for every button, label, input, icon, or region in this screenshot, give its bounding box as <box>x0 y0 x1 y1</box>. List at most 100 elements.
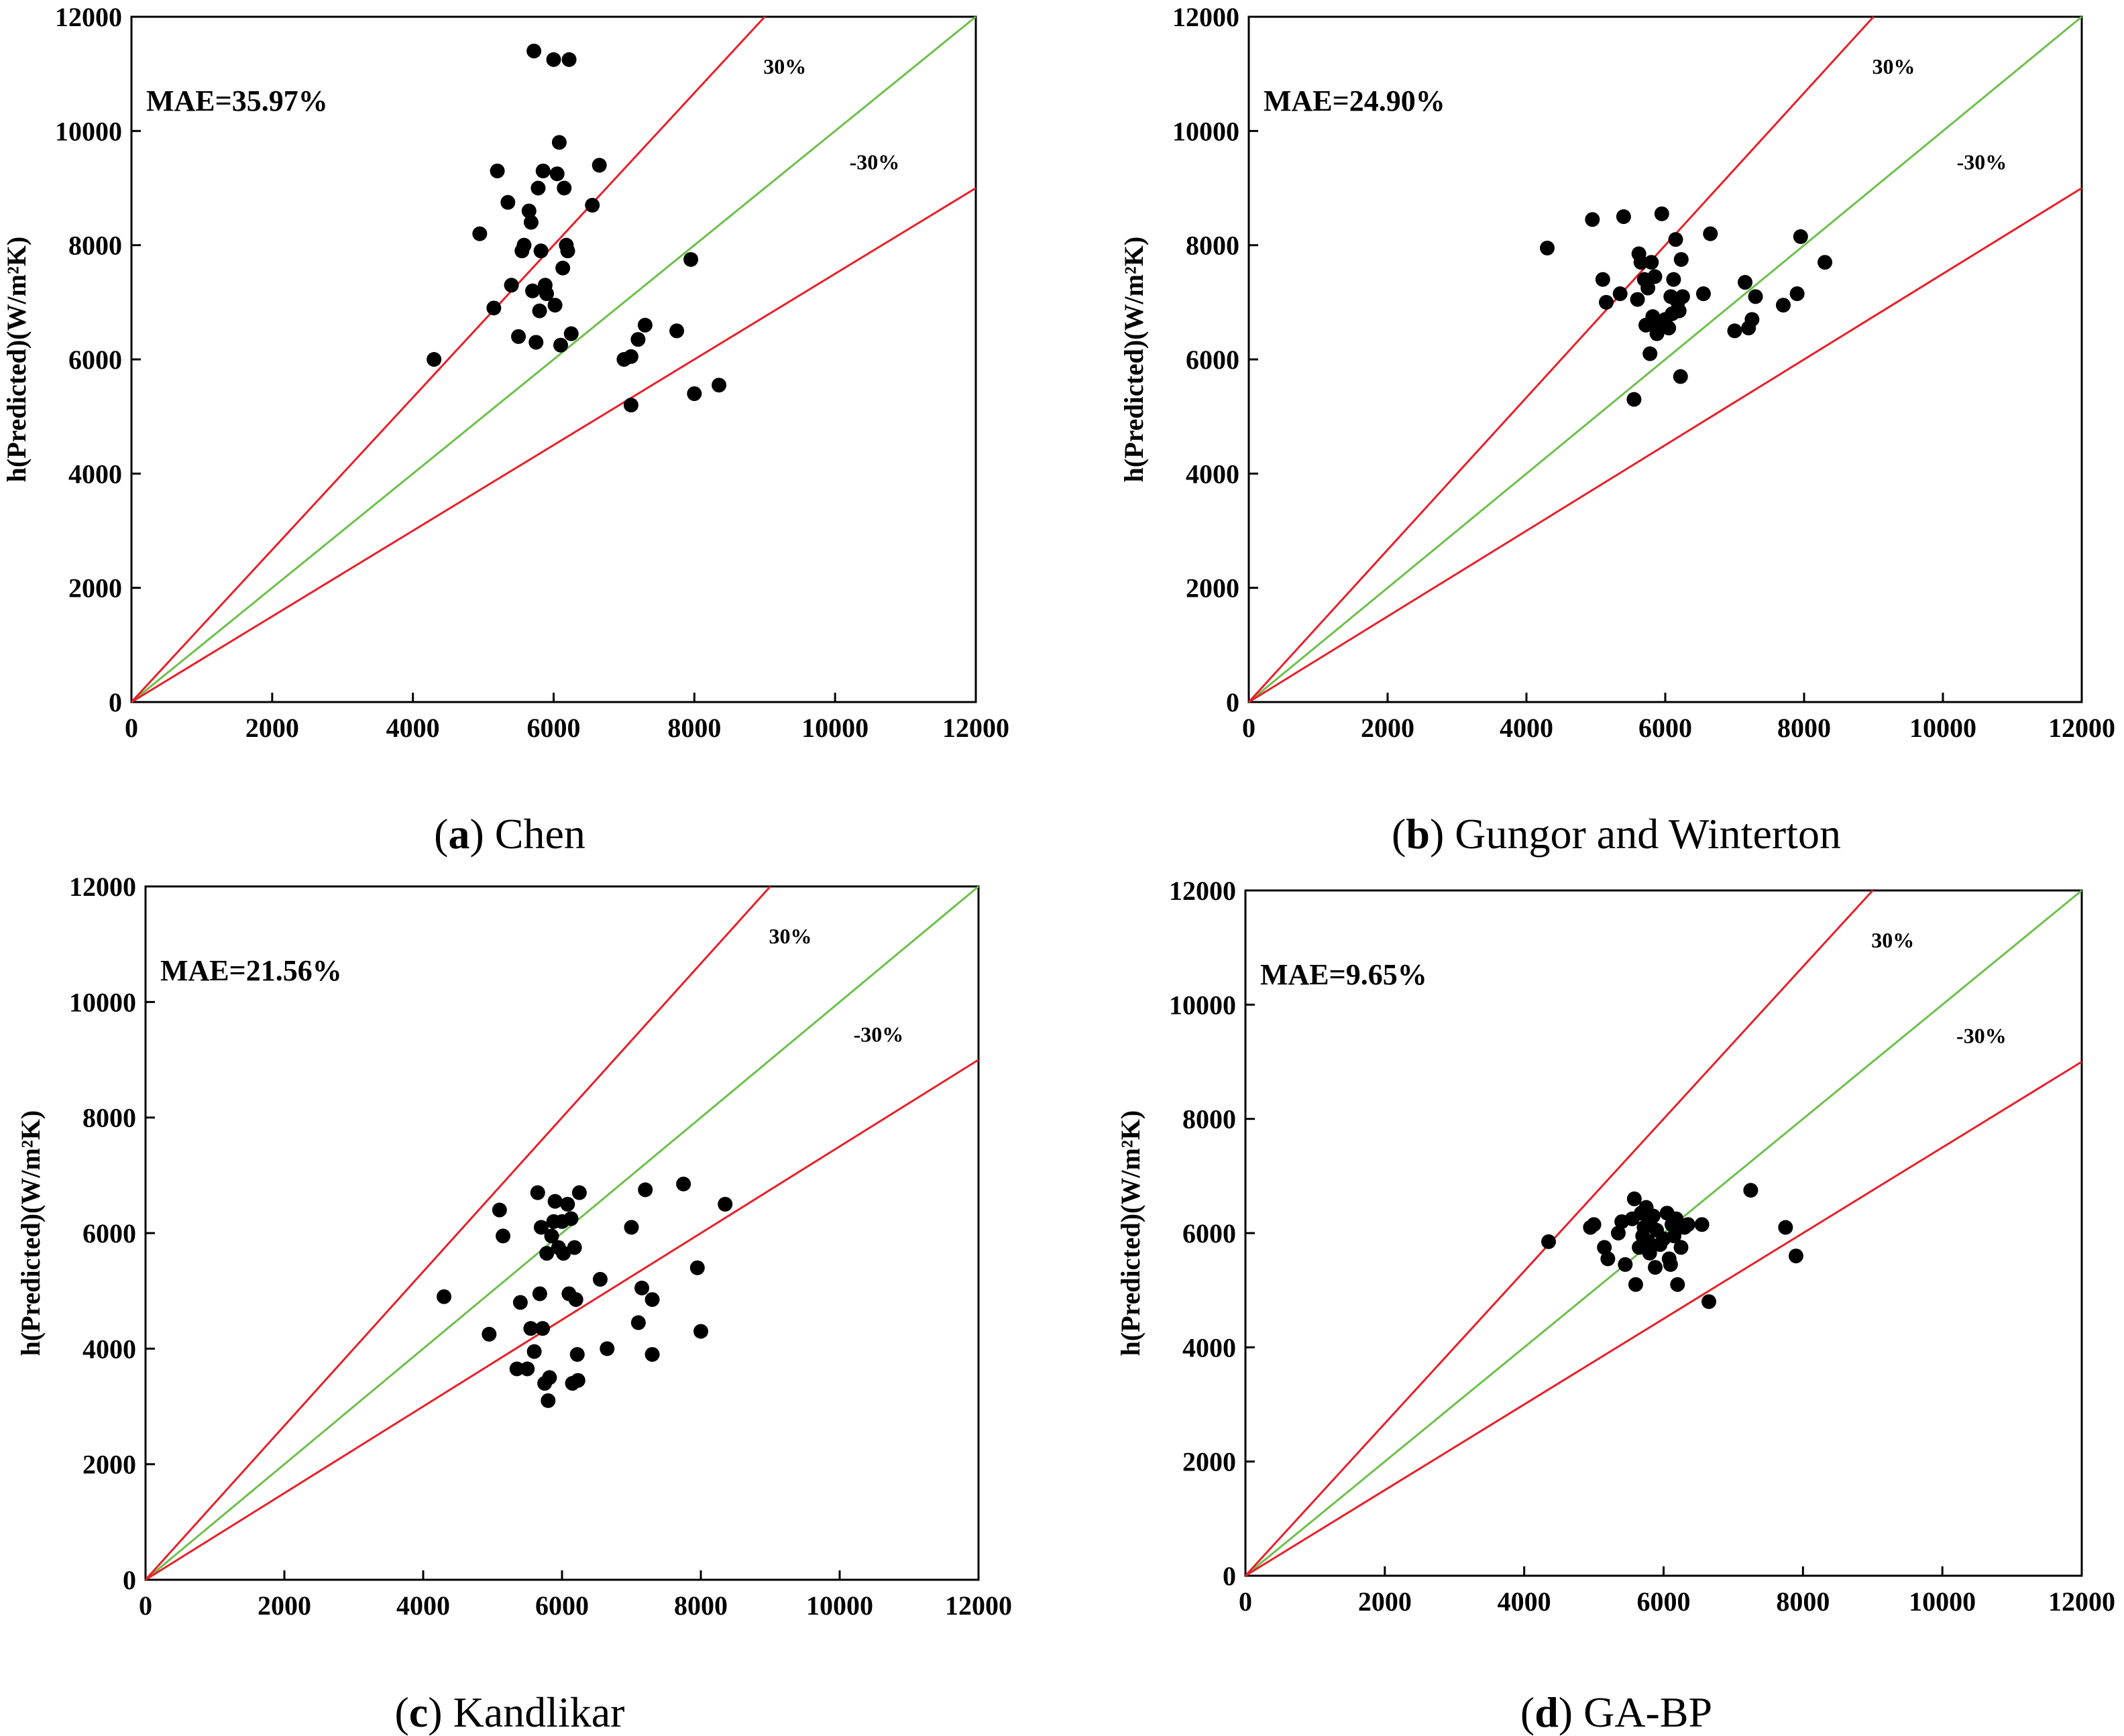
data-point <box>521 203 537 219</box>
y-tick-label: 0 <box>1223 1561 1236 1591</box>
caption-d: (d) GA-BP <box>1520 1691 1712 1734</box>
x-tick-label: 2000 <box>1361 713 1414 743</box>
y-tick-label: 12000 <box>1169 876 1236 906</box>
x-tick-label: 12000 <box>2048 713 2115 743</box>
lower-bound-label: -30% <box>850 150 900 174</box>
y-tick-label: 12000 <box>1172 2 1239 32</box>
y-tick-label: 0 <box>109 687 122 717</box>
upper-bound-label: 30% <box>769 924 812 948</box>
lower-bound-label: -30% <box>1956 1023 2007 1047</box>
mae-annotation: MAE=9.65% <box>1260 958 1427 991</box>
x-tick-label: 12000 <box>2048 1586 2115 1617</box>
data-point <box>530 180 546 196</box>
data-point <box>1788 1249 1803 1264</box>
y-tick-label: 10000 <box>69 987 136 1017</box>
y-tick-label: 4000 <box>1186 459 1239 489</box>
chart-panel-d: 0 2000 4000 6000 8000 10000 12000 0 2000 4000 6000… <box>1115 876 2115 1617</box>
data-point <box>1585 212 1600 227</box>
data-point <box>547 1194 563 1209</box>
data-point <box>1738 275 1753 290</box>
caption-c: (c) Kandlikar <box>395 1691 625 1734</box>
data-point <box>1793 229 1808 244</box>
x-tick-label: 10000 <box>806 1590 873 1621</box>
data-point <box>563 1211 579 1226</box>
x-tick-label: 8000 <box>1777 713 1831 743</box>
x-tick-label: 8000 <box>1776 1586 1830 1617</box>
caption-open-paren: ( <box>1392 810 1406 858</box>
data-point <box>539 1246 555 1261</box>
parity-line <box>131 15 976 703</box>
data-point <box>1775 298 1791 313</box>
x-tick-label: 8000 <box>667 713 721 743</box>
data-point <box>530 1185 545 1200</box>
mae-annotation: MAE=24.90% <box>1264 84 1445 117</box>
x-tick-label: 4000 <box>386 713 440 743</box>
lower-bound-label: -30% <box>854 1023 904 1047</box>
data-point <box>1599 294 1614 310</box>
data-point <box>1612 286 1628 302</box>
y-tick-label: 2000 <box>82 1450 136 1480</box>
data-point <box>1541 1234 1557 1249</box>
data-point <box>557 180 572 196</box>
data-point <box>1647 269 1663 284</box>
data-point <box>1648 1260 1663 1275</box>
data-point <box>1727 323 1742 339</box>
data-point <box>541 1393 556 1408</box>
y-tick-label: 10000 <box>1172 116 1239 146</box>
y-tick-label: 8000 <box>82 1103 136 1133</box>
data-point <box>1610 1226 1626 1240</box>
data-point <box>549 166 565 182</box>
y-tick-label: 4000 <box>1182 1332 1236 1363</box>
data-point <box>683 251 699 267</box>
lower-bound-line <box>1248 187 2082 703</box>
data-point <box>1661 321 1677 336</box>
data-point <box>1642 1245 1657 1261</box>
data-point <box>592 158 607 173</box>
parity-line <box>145 885 979 1581</box>
data-point <box>511 329 526 344</box>
chart-panel-a: 0 2000 4000 6000 8000 10000 12000 0 2000 4000 6000… <box>1 2 1009 743</box>
data-point <box>1645 1208 1661 1224</box>
data-point <box>687 386 702 402</box>
y-tick-label: 6000 <box>1186 345 1239 375</box>
data-point <box>561 52 577 67</box>
data-point <box>1644 255 1659 270</box>
data-point <box>1818 255 1833 270</box>
y-axis-label: h(Predicted)(W/m²K) <box>1119 237 1149 483</box>
x-tick-label: 0 <box>125 713 138 743</box>
x-tick-label: 4000 <box>396 1590 450 1621</box>
x-tick-label: 12000 <box>942 713 1009 743</box>
data-point <box>718 1196 733 1212</box>
data-point <box>571 1185 587 1200</box>
data-point <box>1663 1257 1678 1272</box>
x-tick-label: 10000 <box>801 713 869 743</box>
data-point <box>645 1346 660 1362</box>
upper-bound-line <box>1244 889 1874 1577</box>
data-point <box>568 1292 583 1308</box>
data-point <box>1778 1220 1793 1235</box>
data-point <box>637 317 653 333</box>
data-point <box>1640 1234 1656 1249</box>
data-point <box>1701 1294 1717 1310</box>
data-point <box>638 1182 653 1198</box>
x-tick-label: 10000 <box>1909 713 1976 743</box>
x-tick-label: 10000 <box>1909 1586 1976 1617</box>
parity-line <box>1248 15 2082 703</box>
data-point <box>1748 289 1763 304</box>
data-point <box>1675 289 1690 304</box>
mae-annotation: MAE=21.56% <box>160 954 342 987</box>
data-point <box>676 1176 691 1192</box>
data-point <box>1626 392 1642 407</box>
mae-annotation: MAE=35.97% <box>146 84 328 117</box>
upper-bound-label: 30% <box>763 54 806 78</box>
data-point <box>427 352 442 367</box>
data-point <box>634 1280 650 1295</box>
data-point <box>1673 369 1688 384</box>
caption-open-paren: ( <box>394 1688 409 1736</box>
data-point <box>712 378 727 393</box>
data-point <box>1668 232 1683 247</box>
y-tick-label: 8000 <box>68 231 122 261</box>
data-point <box>1626 1191 1642 1206</box>
x-tick-label: 2000 <box>245 713 299 743</box>
